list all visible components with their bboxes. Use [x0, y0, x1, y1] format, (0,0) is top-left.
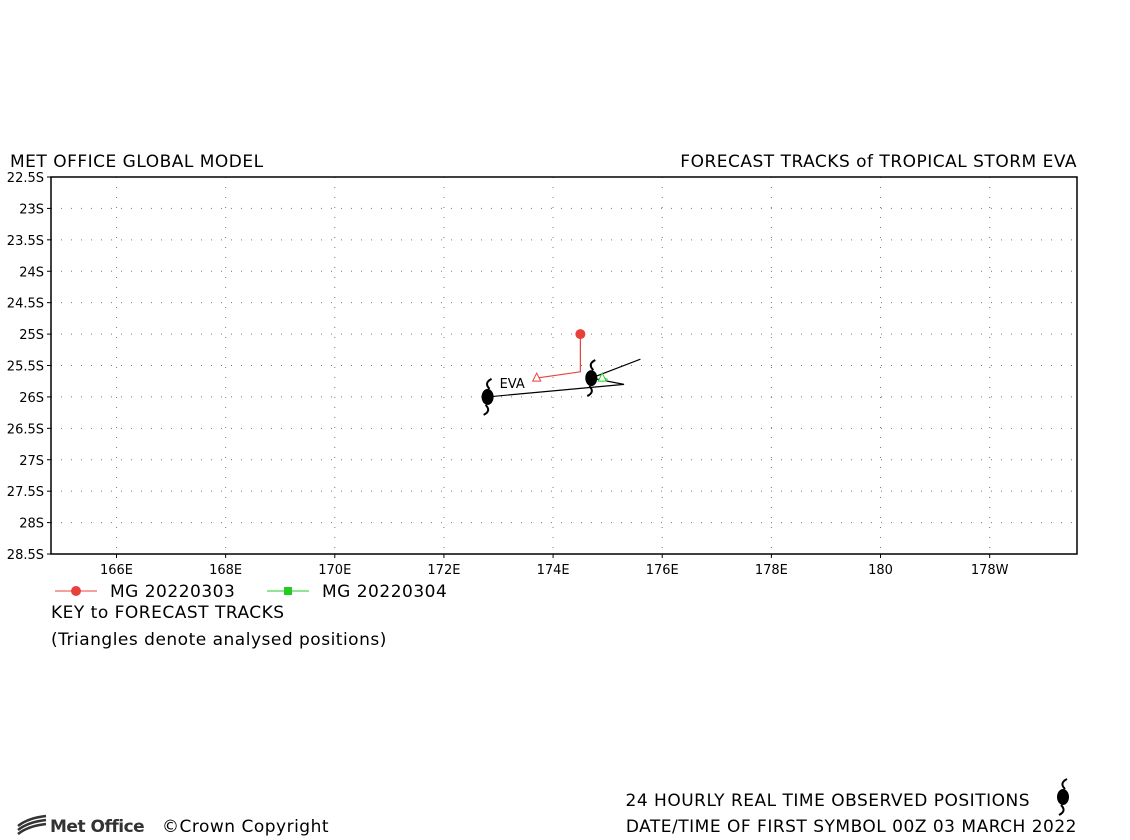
y-tick-label: 23.5S [7, 234, 44, 249]
key-title: KEY to FORECAST TRACKS [51, 603, 285, 623]
legend-marker [71, 586, 81, 596]
key-note: (Triangles denote analysed positions) [51, 630, 387, 650]
footer-date: DATE/TIME OF FIRST SYMBOL 00Z 03 MARCH 2… [626, 817, 1077, 837]
copyright: ©Crown Copyright [162, 817, 329, 837]
logo: Met Office [50, 817, 144, 837]
y-tick-label: 24.5S [7, 297, 44, 312]
y-tick-label: 22.5S [7, 171, 44, 186]
y-tick-label: 26S [19, 391, 44, 406]
y-tick-label: 25.5S [7, 360, 44, 375]
x-tick-label: 178W [971, 563, 1009, 578]
x-tick-label: 174E [537, 563, 570, 578]
storm-label: EVA [500, 377, 525, 392]
y-tick-label: 23S [19, 202, 44, 217]
y-tick-label: 26.5S [7, 422, 44, 437]
storm-arms [586, 359, 596, 397]
logo-icon [17, 814, 47, 835]
x-tick-label: 176E [646, 563, 679, 578]
x-tick-label: 170E [318, 563, 351, 578]
y-tick-label: 24S [19, 265, 44, 280]
storm-body [585, 370, 598, 387]
y-tick-label: 27.5S [7, 485, 44, 500]
y-tick-label: 28.5S [7, 548, 44, 563]
analysed-position [531, 371, 542, 382]
x-tick-label: 180 [868, 563, 893, 578]
footer-observed: 24 HOURLY REAL TIME OBSERVED POSITIONS [626, 791, 1030, 811]
legend-label: MG 20220303 [110, 582, 235, 602]
y-tick-label: 28S [19, 517, 44, 532]
storm-symbol [481, 378, 494, 416]
x-tick-label: 172E [427, 563, 460, 578]
track-point [575, 329, 586, 340]
footer-symbol [1057, 778, 1069, 816]
x-tick-label: 178E [755, 563, 788, 578]
observed-track [487, 358, 641, 398]
storm-body [481, 388, 494, 405]
analysed-position [597, 371, 608, 382]
y-tick-label: 25S [19, 328, 44, 343]
legend-label: MG 20220304 [322, 582, 447, 602]
title-left: MET OFFICE GLOBAL MODEL [10, 152, 264, 172]
storm-symbol [585, 359, 598, 397]
x-tick-label: 166E [100, 563, 133, 578]
forecast-track [536, 334, 581, 379]
legend-marker [284, 587, 292, 595]
y-tick-label: 27S [19, 454, 44, 469]
storm-arms [483, 378, 493, 416]
plot-frame [50, 176, 1078, 555]
title-right: FORECAST TRACKS of TROPICAL STORM EVA [680, 152, 1077, 172]
x-tick-label: 168E [209, 563, 242, 578]
